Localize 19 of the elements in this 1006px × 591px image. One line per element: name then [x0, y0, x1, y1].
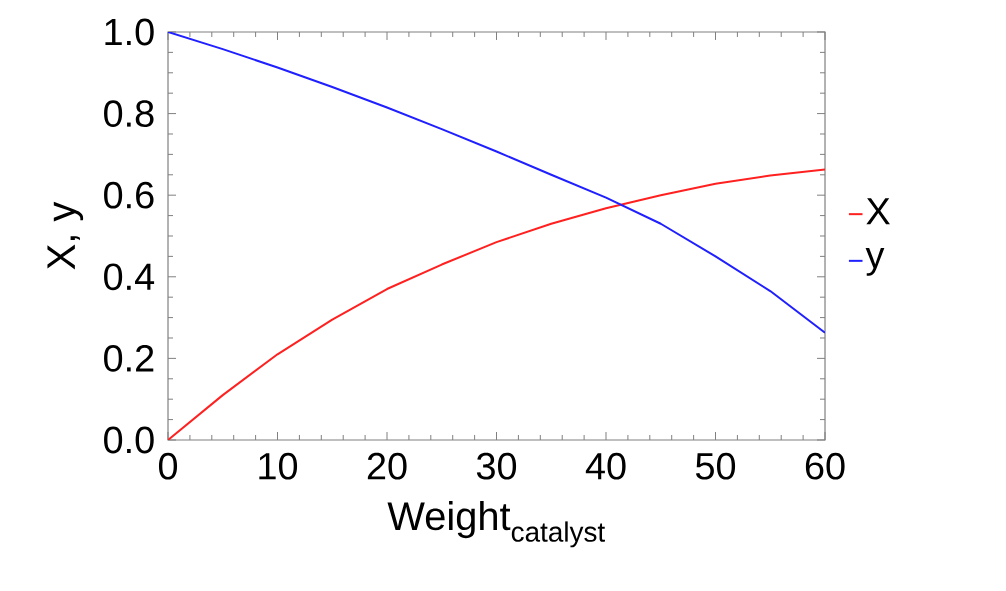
legend-label: y	[865, 248, 885, 276]
line-series	[168, 168, 826, 440]
x-axis-title: Weight$_{catalyst}$	[387, 501, 605, 548]
legend-label: X	[866, 198, 890, 225]
x-tick-label: 30	[476, 452, 517, 480]
y-tick-label: 0.2	[104, 344, 154, 372]
x-tick-label: 0	[158, 452, 178, 480]
x-tick-label: 10	[259, 452, 298, 480]
y-tick-label: 0.4	[104, 263, 155, 291]
y-tick-label: 1.0	[105, 18, 154, 46]
x-tick-label: 20	[367, 452, 407, 480]
y-axis-title: X, y	[47, 201, 84, 270]
y-tick-label: 0.0	[104, 426, 154, 454]
x-tick-label: 50	[695, 452, 736, 480]
x-tick-label: 60	[805, 452, 845, 480]
x-tick-label: 40	[585, 452, 626, 480]
y-tick-label: 0.8	[104, 100, 154, 127]
y-tick-label: 0.6	[104, 181, 154, 209]
line-series	[168, 31, 826, 334]
